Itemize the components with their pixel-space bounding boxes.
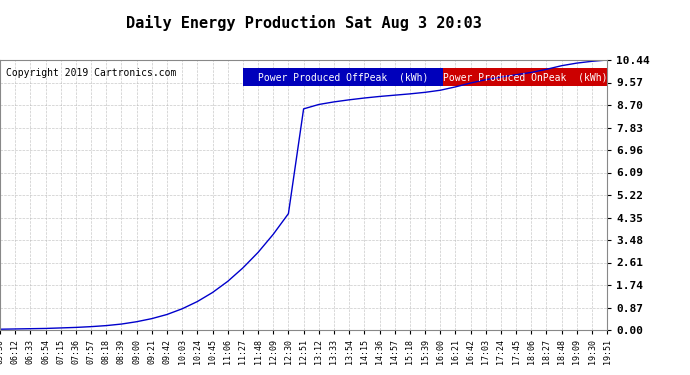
Text: Daily Energy Production Sat Aug 3 20:03: Daily Energy Production Sat Aug 3 20:03 <box>126 15 482 31</box>
Text: Power Produced OffPeak  (kWh): Power Produced OffPeak (kWh) <box>258 72 428 82</box>
FancyBboxPatch shape <box>443 68 607 86</box>
FancyBboxPatch shape <box>243 68 443 86</box>
Text: Copyright 2019 Cartronics.com: Copyright 2019 Cartronics.com <box>6 68 177 78</box>
Text: Power Produced OnPeak  (kWh): Power Produced OnPeak (kWh) <box>443 72 607 82</box>
